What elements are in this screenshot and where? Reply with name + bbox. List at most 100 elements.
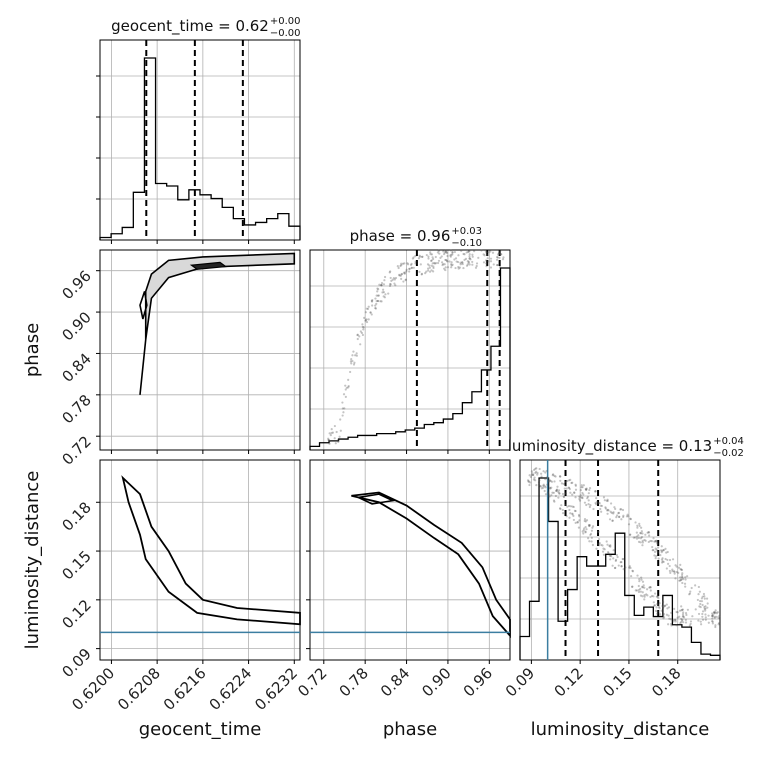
sample-point <box>443 267 446 270</box>
sample-point <box>682 615 685 618</box>
sample-point <box>585 528 588 531</box>
sample-point <box>713 611 716 614</box>
sample-point <box>498 265 502 269</box>
sample-point <box>377 294 380 297</box>
sample-point <box>627 523 631 526</box>
sample-point <box>602 553 606 556</box>
sample-point <box>689 590 692 593</box>
sample-point <box>697 585 700 589</box>
sample-point <box>557 490 560 494</box>
sample-point <box>684 618 687 621</box>
sample-point <box>528 483 531 487</box>
sample-point <box>637 536 640 540</box>
sample-point <box>394 276 398 280</box>
sample-point <box>711 622 714 625</box>
sample-point <box>388 271 391 274</box>
sample-point <box>607 551 610 554</box>
sample-point <box>640 576 643 579</box>
sample-point <box>624 566 627 569</box>
sample-point <box>681 608 684 611</box>
sample-point <box>469 258 472 261</box>
sample-point <box>559 475 562 478</box>
sample-point <box>612 557 615 560</box>
sample-point <box>448 260 451 263</box>
sample-point <box>437 261 440 265</box>
sample-point <box>356 337 359 341</box>
sample-point <box>714 625 717 629</box>
sample-point <box>450 264 453 267</box>
sample-point <box>716 611 719 614</box>
sample-point <box>376 299 380 303</box>
sample-point <box>328 442 331 445</box>
sample-point <box>676 616 679 619</box>
sample-point <box>585 488 588 491</box>
sample-point <box>485 251 488 254</box>
sample-point <box>609 558 612 561</box>
sample-point <box>585 487 588 490</box>
sample-point <box>412 266 415 269</box>
sample-point <box>606 498 609 501</box>
sample-point <box>638 524 641 528</box>
sample-point <box>649 586 652 589</box>
sample-point <box>600 543 603 547</box>
sample-point <box>391 278 394 281</box>
sample-point <box>717 616 720 620</box>
sample-point <box>620 565 623 568</box>
sample-point <box>606 512 609 515</box>
sample-point <box>399 264 402 268</box>
contour-outer <box>121 475 301 626</box>
sample-point <box>574 488 578 491</box>
sample-point <box>616 555 619 559</box>
sample-point <box>440 261 444 264</box>
sample-point <box>550 486 553 489</box>
sample-point <box>597 530 600 534</box>
sample-point <box>343 407 346 410</box>
sample-point <box>341 414 344 417</box>
sample-point <box>577 513 581 517</box>
sample-point <box>574 483 577 486</box>
sample-point <box>618 515 621 518</box>
sample-point <box>651 545 654 549</box>
sample-point <box>400 277 403 280</box>
sample-point <box>489 266 493 269</box>
sample-point <box>554 475 557 478</box>
sample-point <box>655 548 658 551</box>
sample-point <box>641 580 645 583</box>
sample-point <box>656 550 659 553</box>
sample-point <box>621 508 625 512</box>
sample-point <box>400 264 403 267</box>
sample-point <box>587 537 590 540</box>
histogram-phase <box>309 267 511 450</box>
sample-point <box>713 616 716 619</box>
sample-point <box>619 561 622 564</box>
sample-point <box>635 535 639 538</box>
sample-point <box>432 265 435 268</box>
sample-point <box>662 560 665 563</box>
title-minus: −0.02 <box>713 448 744 459</box>
sample-point <box>635 589 639 592</box>
sample-point <box>378 283 381 286</box>
sample-point <box>364 311 367 314</box>
sample-point <box>610 511 613 514</box>
sample-point <box>495 258 499 261</box>
sample-point <box>419 255 422 258</box>
sample-point <box>428 266 431 269</box>
sample-point <box>598 501 601 505</box>
sample-point <box>455 260 458 263</box>
sample-point <box>681 618 684 621</box>
sample-point <box>684 585 687 588</box>
sample-point <box>369 311 372 314</box>
sample-point <box>658 601 661 605</box>
sample-point <box>561 492 565 496</box>
sample-point <box>426 267 430 270</box>
sample-point <box>639 531 642 535</box>
sample-point <box>670 624 673 627</box>
sample-point <box>443 251 447 254</box>
panel-phase-vs-luminosity_distance <box>306 459 721 664</box>
sample-point <box>596 530 600 533</box>
sample-point <box>577 526 581 529</box>
sample-point <box>401 262 405 265</box>
sample-point <box>443 263 446 266</box>
panel-phase: phase = 0.96 +0.03−0.10 <box>309 226 511 454</box>
sample-point <box>639 587 642 590</box>
